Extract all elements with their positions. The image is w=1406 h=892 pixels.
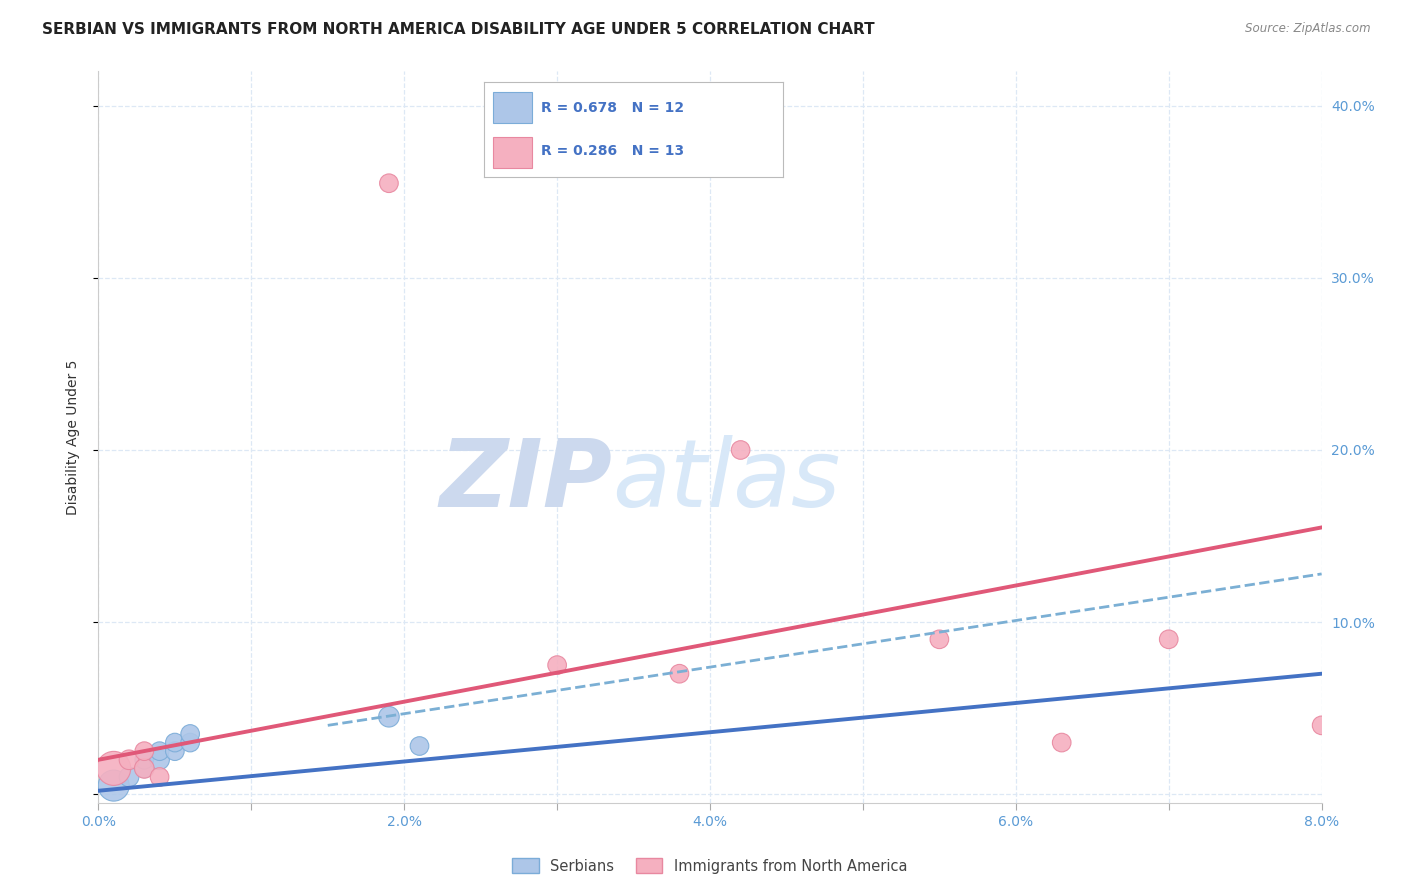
Point: [134, 753, 156, 767]
Point: [378, 176, 401, 190]
Point: [378, 710, 401, 724]
Point: [134, 744, 156, 758]
Point: [408, 739, 430, 753]
Point: [103, 761, 125, 775]
Point: [149, 753, 172, 767]
Point: [1157, 632, 1180, 647]
Y-axis label: Disability Age Under 5: Disability Age Under 5: [66, 359, 80, 515]
Point: [928, 632, 950, 647]
Point: [730, 442, 752, 457]
Point: [668, 666, 690, 681]
Point: [149, 770, 172, 784]
Point: [118, 770, 141, 784]
Point: [103, 779, 125, 793]
Point: [163, 744, 186, 758]
Point: [179, 727, 201, 741]
Text: ZIP: ZIP: [439, 435, 612, 527]
Point: [1310, 718, 1333, 732]
Point: [149, 744, 172, 758]
Text: Source: ZipAtlas.com: Source: ZipAtlas.com: [1246, 22, 1371, 36]
Point: [134, 761, 156, 775]
Point: [546, 658, 568, 673]
Point: [134, 761, 156, 775]
Text: SERBIAN VS IMMIGRANTS FROM NORTH AMERICA DISABILITY AGE UNDER 5 CORRELATION CHAR: SERBIAN VS IMMIGRANTS FROM NORTH AMERICA…: [42, 22, 875, 37]
Legend: Serbians, Immigrants from North America: Serbians, Immigrants from North America: [506, 853, 914, 880]
Point: [179, 735, 201, 749]
Point: [1050, 735, 1073, 749]
Point: [118, 753, 141, 767]
Text: atlas: atlas: [612, 435, 841, 526]
Point: [163, 735, 186, 749]
